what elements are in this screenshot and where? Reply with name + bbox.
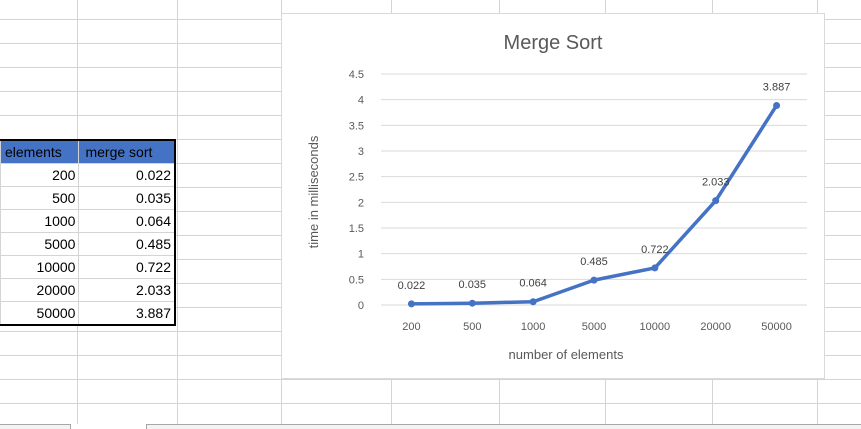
data-label: 0.035 xyxy=(459,279,487,291)
data-point[interactable] xyxy=(407,300,415,308)
horizontal-scrollbar[interactable] xyxy=(146,424,861,429)
data-table: elements merge sort 200 0.022 500 0.035 1000 0.… xyxy=(0,139,176,326)
sheet-tab[interactable] xyxy=(0,424,71,429)
merge-sort-cell[interactable]: 3.887 xyxy=(78,301,176,326)
y-tick-label: 2 xyxy=(358,197,364,209)
data-point[interactable] xyxy=(773,101,781,109)
data-label: 0.064 xyxy=(519,278,547,290)
chart-title: Merge Sort xyxy=(504,32,603,54)
merge-sort-cell[interactable]: 2.033 xyxy=(78,278,176,302)
y-tick-label: 1.5 xyxy=(349,223,364,235)
x-tick-label: 20000 xyxy=(700,321,731,333)
table-row: 1000 0.064 xyxy=(0,209,176,233)
y-tick-label: 3 xyxy=(358,146,364,158)
table-header-row: elements merge sort xyxy=(0,139,176,164)
merge-sort-cell[interactable]: 0.485 xyxy=(78,232,176,256)
data-point[interactable] xyxy=(468,299,476,307)
elements-cell[interactable]: 5000 xyxy=(0,232,80,256)
table-header-cell[interactable]: merge sort xyxy=(78,139,176,164)
x-tick-label: 5000 xyxy=(582,321,606,333)
x-tick-label: 50000 xyxy=(761,321,792,333)
data-label: 0.485 xyxy=(580,256,608,268)
table-row: 500 0.035 xyxy=(0,186,176,210)
x-tick-label: 500 xyxy=(463,321,481,333)
y-tick-label: 0.5 xyxy=(349,274,364,286)
merge-sort-cell[interactable]: 0.064 xyxy=(78,209,176,233)
elements-cell[interactable]: 200 xyxy=(0,163,80,187)
elements-cell[interactable]: 1000 xyxy=(0,209,80,233)
data-label: 3.887 xyxy=(763,81,791,93)
y-tick-label: 4.5 xyxy=(349,69,364,81)
data-point[interactable] xyxy=(651,264,659,272)
data-label: 0.722 xyxy=(641,244,669,256)
data-label: 2.033 xyxy=(702,177,730,189)
y-tick-label: 2.5 xyxy=(349,172,364,184)
x-tick-label: 200 xyxy=(402,321,420,333)
y-tick-label: 3.5 xyxy=(349,120,364,132)
merge-sort-cell[interactable]: 0.035 xyxy=(78,186,176,210)
chart-canvas: Merge Sort time in milliseconds number o… xyxy=(306,32,807,362)
data-label: 0.022 xyxy=(398,280,426,292)
elements-cell[interactable]: 20000 xyxy=(0,278,80,302)
x-tick-label: 1000 xyxy=(521,321,545,333)
x-axis-title: number of elements xyxy=(509,347,624,362)
y-tick-label: 1 xyxy=(358,249,364,261)
table-row: 10000 0.722 xyxy=(0,255,176,279)
line-chart[interactable]: Merge Sort time in milliseconds number o… xyxy=(281,13,825,379)
y-axis-title: time in milliseconds xyxy=(306,135,321,248)
table-header-cell[interactable]: elements xyxy=(0,139,80,164)
merge-sort-cell[interactable]: 0.722 xyxy=(78,255,176,279)
x-tick-label: 10000 xyxy=(640,321,671,333)
elements-cell[interactable]: 50000 xyxy=(0,301,80,326)
y-tick-label: 4 xyxy=(358,95,364,107)
merge-sort-cell[interactable]: 0.022 xyxy=(78,163,176,187)
table-row: 20000 2.033 xyxy=(0,278,176,302)
data-point[interactable] xyxy=(712,197,720,205)
elements-cell[interactable]: 10000 xyxy=(0,255,80,279)
elements-cell[interactable]: 500 xyxy=(0,186,80,210)
table-row: 200 0.022 xyxy=(0,163,176,187)
table-row: 50000 3.887 xyxy=(0,301,176,326)
data-point[interactable] xyxy=(590,276,598,284)
data-point[interactable] xyxy=(529,298,537,306)
table-row: 5000 0.485 xyxy=(0,232,176,256)
series-line[interactable] xyxy=(409,103,779,306)
y-tick-label: 0 xyxy=(358,300,364,312)
